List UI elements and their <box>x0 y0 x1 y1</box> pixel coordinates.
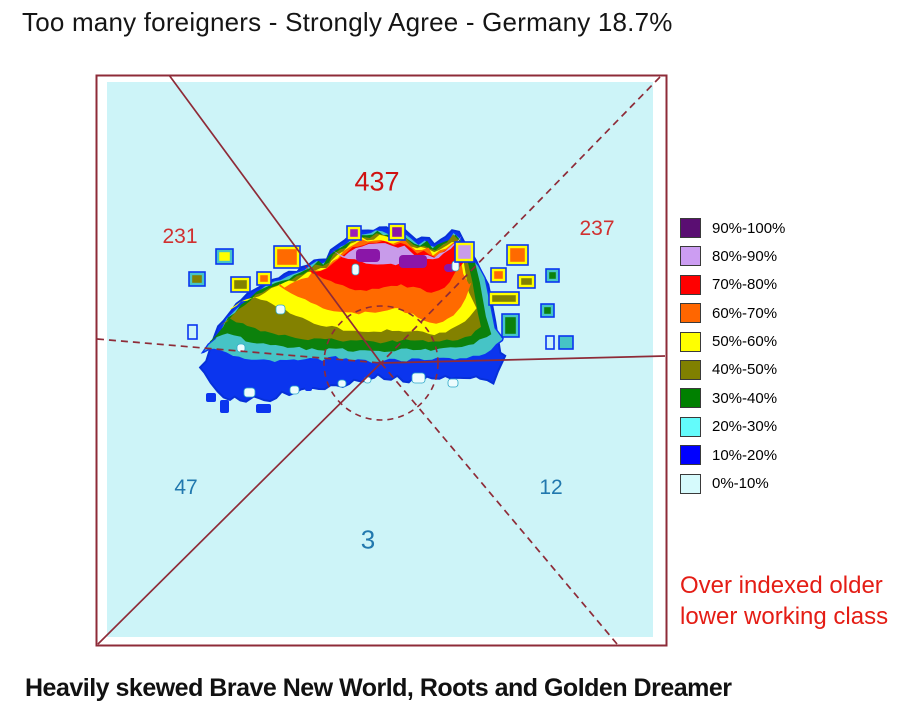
legend-label: 20%-30% <box>712 418 778 436</box>
contour-hole-8 <box>275 304 286 315</box>
outlier-spot-core-3 <box>234 280 247 289</box>
outlier-spot-core-1 <box>277 249 297 265</box>
outlier-spot-17 <box>558 335 574 350</box>
center-circle <box>323 305 439 421</box>
legend-label: 40%-50% <box>712 361 778 379</box>
legend-item-7: 20%-30% <box>680 416 785 437</box>
legend-item-5: 40%-50% <box>680 359 785 380</box>
contour-hole-0 <box>243 387 256 398</box>
sector-count-2: 237 <box>579 217 615 240</box>
contour-hole-4 <box>447 378 459 388</box>
sector-ray-dashed-1 <box>380 76 661 364</box>
page-title: Too many foreigners - Strongly Agree - G… <box>22 7 673 37</box>
outlier-spot-core-12 <box>549 272 556 279</box>
legend-label: 90%-100% <box>712 219 786 237</box>
outlier-spot-core-7 <box>392 227 402 237</box>
contour-hole-6 <box>351 263 360 276</box>
legend: 90%-100% 80%-90% 70%-80% 60%-70% 50%-60% 40%-… <box>680 218 785 502</box>
legend-label: 30%-40% <box>712 389 778 407</box>
sector-count-4: 12 <box>539 476 563 499</box>
legend-swatch <box>680 331 701 352</box>
legend-label: 50%-60% <box>712 333 778 351</box>
contour-drip-1 <box>256 404 271 413</box>
outlier-spot-core-15 <box>505 317 516 334</box>
outlier-spot-core-14 <box>544 307 551 314</box>
contour-hole-3 <box>411 372 426 384</box>
sector-count-0: 437 <box>354 166 400 197</box>
sector-ray-solid-0 <box>168 74 382 364</box>
legend-swatch <box>680 218 701 238</box>
outlier-spot-core-8 <box>458 245 471 259</box>
footer-caption: Heavily skewed Brave New World, Roots an… <box>25 674 732 702</box>
legend-item-6: 30%-40% <box>680 388 785 409</box>
legend-label: 70%-80% <box>712 276 778 294</box>
contour-drip-3 <box>305 384 312 391</box>
legend-item-3: 60%-70% <box>680 303 785 324</box>
legend-label: 10%-20% <box>712 446 778 464</box>
legend-item-1: 80%-90% <box>680 246 785 267</box>
legend-swatch <box>680 274 701 295</box>
sector-ray-solid-4 <box>97 362 382 645</box>
contour-hole-2 <box>337 379 347 388</box>
contour-drip-2 <box>206 393 216 402</box>
legend-swatch <box>680 473 701 494</box>
contour-band-purple-1 <box>399 255 427 268</box>
legend-label: 80%-90% <box>712 247 778 265</box>
sector-count-5: 3 <box>360 524 376 555</box>
annotation-over-indexed: Over indexed older lower working class <box>680 571 888 632</box>
legend-swatch <box>680 246 701 267</box>
legend-swatch <box>680 416 701 437</box>
contour-drip-0 <box>220 400 229 413</box>
sector-count-1: 231 <box>162 225 198 248</box>
outlier-spot-core-4 <box>260 275 268 282</box>
legend-item-0: 90%-100% <box>680 218 785 238</box>
outlier-spot-core-0 <box>219 252 230 261</box>
sector-count-3: 47 <box>174 476 198 499</box>
legend-label: 60%-70% <box>712 304 778 322</box>
legend-item-9: 0%-10% <box>680 473 785 494</box>
legend-swatch <box>680 445 701 466</box>
sector-ray-dashed-3 <box>380 362 618 645</box>
plot-frame <box>95 74 668 647</box>
contour-band-purple-0 <box>356 249 380 262</box>
legend-item-4: 50%-60% <box>680 331 785 352</box>
outlier-spot-core-6 <box>350 229 358 237</box>
annotation-line2: lower working class <box>680 602 889 630</box>
legend-item-2: 70%-80% <box>680 274 785 295</box>
legend-swatch <box>680 359 701 380</box>
outlier-spot-16 <box>545 335 555 350</box>
legend-label: 0%-10% <box>712 475 769 493</box>
contour-hole-1 <box>289 385 300 395</box>
legend-swatch <box>680 303 701 324</box>
outlier-spot-core-10 <box>494 271 503 279</box>
annotation-line1: Over indexed older <box>680 572 883 599</box>
outlier-spot-core-9 <box>510 248 525 262</box>
legend-item-8: 10%-20% <box>680 445 785 466</box>
outlier-spot-5 <box>187 324 198 340</box>
outlier-spot-core-11 <box>521 278 532 285</box>
sector-ray-solid-2 <box>380 355 666 364</box>
legend-swatch <box>680 388 701 409</box>
outlier-spot-core-13 <box>492 295 516 302</box>
contour-band-red <box>305 240 469 293</box>
outlier-spot-core-2 <box>192 275 202 283</box>
